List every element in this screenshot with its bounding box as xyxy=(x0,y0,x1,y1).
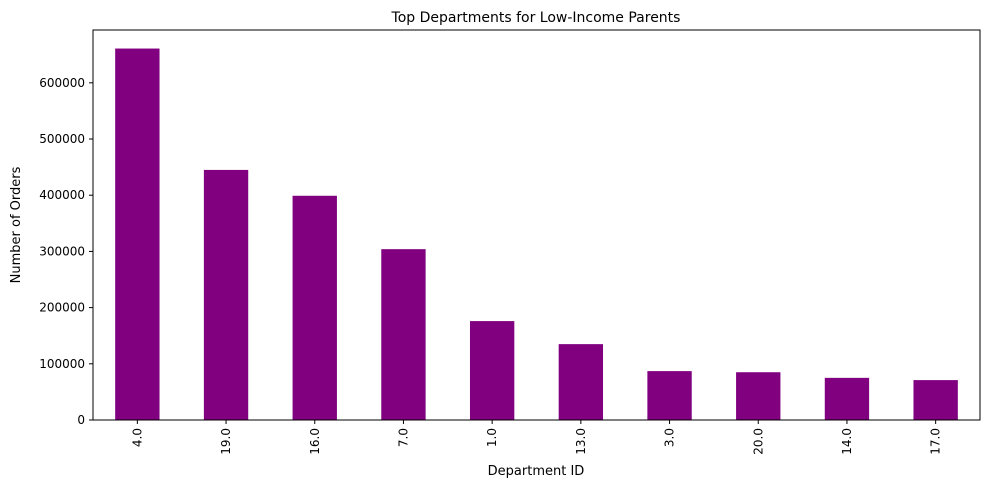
chart-title: Top Departments for Low-Income Parents xyxy=(391,10,681,26)
x-tick-label: 17.0 xyxy=(929,428,943,455)
y-tick-label: 300000 xyxy=(39,244,85,258)
x-tick-label: 1.0 xyxy=(485,428,499,447)
y-tick-label: 500000 xyxy=(39,132,85,146)
bar-14.0 xyxy=(824,377,870,420)
y-tick-label: 200000 xyxy=(39,301,85,315)
x-tick-label: 3.0 xyxy=(663,428,677,447)
y-tick-label: 400000 xyxy=(39,188,85,202)
y-tick-label: 0 xyxy=(77,413,85,427)
bar-3.0 xyxy=(647,371,692,420)
x-tick-label: 4.0 xyxy=(130,428,144,447)
x-tick-label: 20.0 xyxy=(751,428,765,455)
y-axis-label: Number of Orders xyxy=(9,166,24,283)
bar-17.0 xyxy=(913,380,958,420)
x-tick-label: 16.0 xyxy=(308,428,322,455)
plot-frame xyxy=(92,29,981,421)
y-tick-label: 600000 xyxy=(39,76,85,90)
x-tick-label: 13.0 xyxy=(574,428,588,455)
bar-4.0 xyxy=(115,48,160,420)
y-axis-ticks: 0 100000 200000 300000 400000 500000 600000 xyxy=(39,76,93,427)
bar-13.0 xyxy=(558,344,604,420)
y-tick-label: 100000 xyxy=(39,357,85,371)
x-axis-label: Department ID xyxy=(488,464,585,479)
bar-20.0 xyxy=(736,372,781,420)
bars-layer xyxy=(115,48,958,420)
bar-7.0 xyxy=(381,249,426,420)
bar-16.0 xyxy=(292,195,337,420)
x-tick-label: 14.0 xyxy=(840,428,854,455)
bar-19.0 xyxy=(203,169,249,420)
x-tick-label: 19.0 xyxy=(219,428,233,455)
bar-1.0 xyxy=(469,321,515,420)
x-tick-label: 7.0 xyxy=(396,428,410,447)
x-axis-ticks: 4.0 19.0 16.0 7.0 1.0 13.0 3.0 20.0 14.0 17.0 xyxy=(130,420,943,455)
